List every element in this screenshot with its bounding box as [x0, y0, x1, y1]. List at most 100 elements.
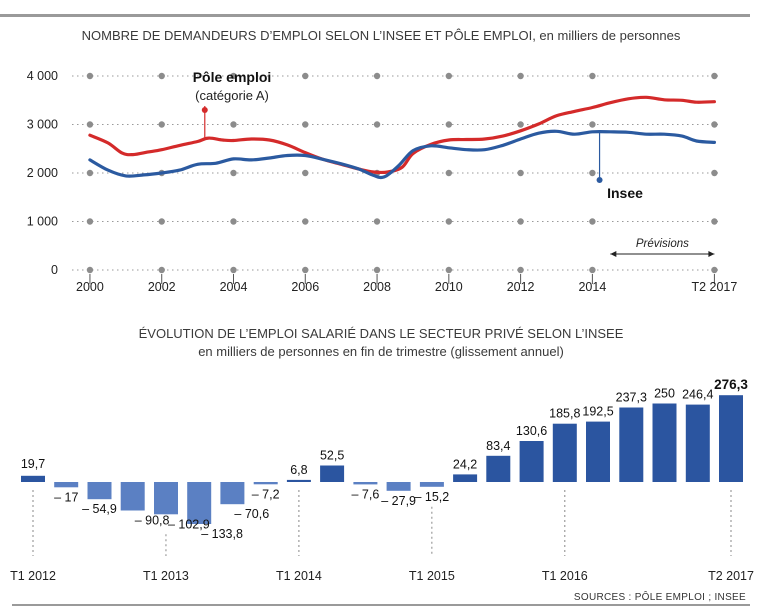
grid-dot [86, 218, 94, 225]
grid-dot [517, 169, 524, 177]
grid-dot [86, 169, 94, 177]
bar-value-label: – 133,8 [201, 527, 243, 541]
grid-dot [158, 266, 165, 274]
bar [87, 482, 112, 500]
pole-emploi-line [88, 95, 716, 175]
grid-dot [589, 121, 596, 128]
bar [685, 404, 710, 482]
bar [21, 475, 45, 482]
grid-dot [230, 266, 237, 274]
forecast-arrow-right-head [708, 251, 715, 257]
forecast-label: Prévisions [636, 238, 689, 250]
grid-dot [711, 72, 718, 80]
bar-value-label: – 70,6 [234, 507, 269, 521]
bar [419, 482, 444, 487]
bar [286, 479, 311, 482]
x-tick-label: 2004 [220, 280, 248, 294]
grid-dot [302, 266, 309, 274]
grid-dot [230, 169, 237, 177]
grid-dot [445, 218, 453, 225]
bar-value-label: – 102,9 [168, 517, 210, 531]
insee-leader-dot [596, 177, 603, 183]
bar-chart-value-labels: 19,7 – 17 – 54,9 – 90,8– 102,9– 133,8 – 70,6… [21, 377, 749, 541]
grid-dot [589, 169, 596, 177]
grid-dot [373, 266, 381, 274]
grid-dot [517, 72, 524, 80]
bar-value-label: 185,8 [549, 407, 580, 421]
grid-dot [445, 169, 453, 177]
grid-dot [230, 121, 237, 128]
line-chart-x-axis: 2000 2002 2004 2006 2008 2010 2012 2014 T2 2017 [76, 274, 737, 294]
grid-dot [230, 218, 237, 225]
bar-value-label: 19,7 [21, 457, 45, 471]
line-chart-series-labels: Pôle emploi (catégorie A) Insee [193, 69, 643, 201]
line-chart-y-axis: 4 000 3 000 2 000 1 000 0 [27, 69, 58, 277]
y-tick-label: 3 000 [27, 118, 58, 132]
bar [652, 403, 677, 482]
bar-chart-bars [21, 395, 743, 524]
bottom-rule [12, 604, 750, 606]
grid-dot [517, 266, 524, 274]
bar [619, 407, 644, 482]
bar-chart-x-axis: T1 2012 T1 2013 T1 2014 T1 2015 T1 2016 T2 20… [10, 569, 754, 583]
bar-value-label: – 7,2 [252, 487, 280, 501]
bar [320, 465, 345, 482]
grid-dot [711, 266, 718, 274]
bar-chart-title: ÉVOLUTION DE L’EMPLOI SALARIÉ DANS LE SE… [139, 326, 624, 341]
bar-value-label: – 17 [54, 490, 78, 504]
bar-x-tick-label: T2 2017 [708, 569, 754, 583]
bar-value-label: 237,3 [616, 390, 647, 404]
bar [519, 441, 544, 482]
bar [453, 474, 478, 482]
x-tick-label: 2008 [363, 280, 391, 294]
bar-value-label: – 7,6 [351, 487, 379, 501]
y-tick-label: 0 [51, 263, 58, 277]
grid-dot [445, 72, 453, 80]
pole-emploi-leader-dot [201, 107, 208, 113]
x-tick-label: 2010 [435, 280, 463, 294]
top-rule [0, 14, 750, 17]
bar-x-tick-label: T1 2016 [542, 569, 588, 583]
bar-value-label: 6,8 [290, 463, 307, 477]
bar-value-label: – 54,9 [82, 502, 117, 516]
grid-dot [445, 121, 453, 128]
bar [719, 395, 743, 482]
bar-value-label: – 15,2 [414, 490, 449, 504]
y-tick-label: 1 000 [27, 215, 58, 229]
bar-value-label: 246,4 [682, 388, 713, 402]
bar [54, 482, 79, 488]
bar-value-label: 276,3 [714, 377, 748, 392]
y-tick-label: 2 000 [27, 166, 58, 180]
bar-value-label: 24,2 [453, 457, 477, 471]
bar [120, 482, 145, 511]
bar-value-label: 250 [654, 387, 675, 401]
bar-chart-tick-lines [32, 490, 732, 556]
x-tick-label: 2006 [291, 280, 319, 294]
grid-dot [302, 218, 309, 225]
bar-x-tick-label: T1 2013 [143, 569, 189, 583]
grid-dot [86, 121, 94, 128]
forecast-annotation: Prévisions [610, 238, 715, 257]
grid-dot [86, 72, 94, 80]
grid-dot [302, 169, 309, 177]
grid-dot [302, 121, 309, 128]
bar [187, 482, 212, 524]
pole-emploi-series-sublabel: (catégorie A) [195, 88, 269, 103]
pole-emploi-series-label: Pôle emploi [193, 69, 272, 85]
bar-value-label: – 27,9 [381, 494, 416, 508]
bar [353, 482, 378, 485]
bar-chart-subtitle: en milliers de personnes en fin de trime… [198, 344, 564, 359]
bar [220, 482, 245, 505]
grid-dot [302, 72, 309, 80]
grid-dot [158, 72, 165, 80]
line-chart-series [88, 95, 716, 180]
bar-x-tick-label: T1 2014 [276, 569, 322, 583]
x-tick-label: T2 2017 [691, 280, 737, 294]
bar [486, 455, 511, 482]
grid-dot [589, 72, 596, 80]
grid-dot [711, 121, 718, 128]
bar [386, 482, 411, 491]
bar [586, 421, 610, 482]
grid-dot [711, 218, 718, 225]
x-tick-label: 2014 [578, 280, 606, 294]
